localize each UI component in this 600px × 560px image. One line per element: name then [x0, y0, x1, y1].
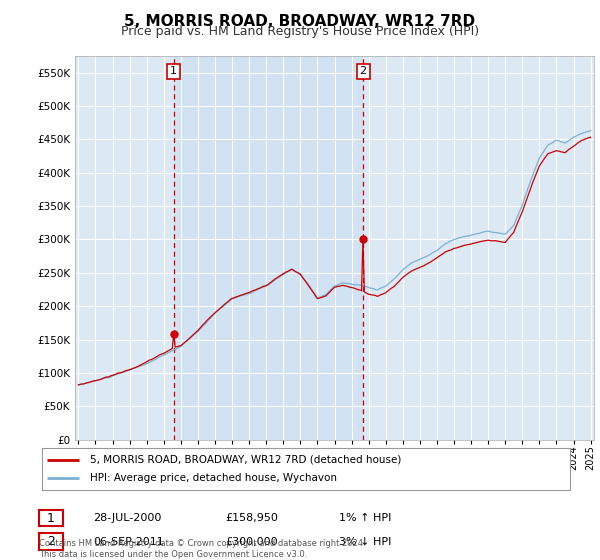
Text: 28-JUL-2000: 28-JUL-2000 — [93, 513, 161, 523]
Text: Price paid vs. HM Land Registry's House Price Index (HPI): Price paid vs. HM Land Registry's House … — [121, 25, 479, 38]
Text: 5, MORRIS ROAD, BROADWAY, WR12 7RD (detached house): 5, MORRIS ROAD, BROADWAY, WR12 7RD (deta… — [89, 455, 401, 465]
Text: Contains HM Land Registry data © Crown copyright and database right 2024.
This d: Contains HM Land Registry data © Crown c… — [39, 539, 365, 559]
Text: 5, MORRIS ROAD, BROADWAY, WR12 7RD: 5, MORRIS ROAD, BROADWAY, WR12 7RD — [124, 14, 476, 29]
Text: £158,950: £158,950 — [225, 513, 278, 523]
Text: 2: 2 — [359, 66, 367, 76]
Text: HPI: Average price, detached house, Wychavon: HPI: Average price, detached house, Wych… — [89, 473, 337, 483]
Text: 06-SEP-2011: 06-SEP-2011 — [93, 536, 164, 547]
Text: 2: 2 — [47, 535, 55, 548]
Bar — [173, 56, 363, 440]
Text: 3% ↓ HPI: 3% ↓ HPI — [339, 536, 391, 547]
Text: 1: 1 — [170, 66, 177, 76]
Text: £300,000: £300,000 — [225, 536, 278, 547]
Text: 1% ↑ HPI: 1% ↑ HPI — [339, 513, 391, 523]
Text: 1: 1 — [47, 511, 55, 525]
